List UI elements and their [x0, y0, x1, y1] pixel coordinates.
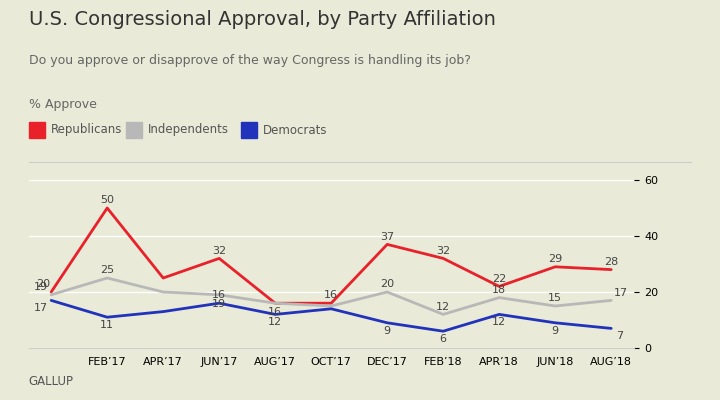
- Text: % Approve: % Approve: [29, 98, 96, 111]
- Text: 9: 9: [552, 326, 559, 336]
- Text: 19: 19: [212, 299, 226, 309]
- Text: 50: 50: [100, 195, 114, 205]
- Text: 37: 37: [380, 232, 395, 242]
- Text: 20: 20: [380, 279, 395, 289]
- Text: Democrats: Democrats: [263, 124, 328, 136]
- Text: 9: 9: [384, 326, 391, 336]
- Text: Independents: Independents: [148, 124, 229, 136]
- Text: 17: 17: [34, 303, 48, 313]
- Text: 12: 12: [436, 302, 450, 312]
- Text: 7: 7: [616, 331, 624, 341]
- Text: GALLUP: GALLUP: [29, 375, 73, 388]
- Text: 17: 17: [614, 288, 629, 298]
- Text: 12: 12: [492, 317, 506, 327]
- Text: 11: 11: [100, 320, 114, 330]
- Text: 32: 32: [212, 246, 226, 256]
- Text: 16: 16: [268, 307, 282, 318]
- Text: 29: 29: [548, 254, 562, 264]
- Text: 20: 20: [36, 279, 50, 289]
- Text: Do you approve or disapprove of the way Congress is handling its job?: Do you approve or disapprove of the way …: [29, 54, 471, 67]
- Text: 28: 28: [604, 257, 618, 267]
- Text: 19: 19: [34, 282, 48, 292]
- Text: U.S. Congressional Approval, by Party Affiliation: U.S. Congressional Approval, by Party Af…: [29, 10, 495, 29]
- Text: 18: 18: [492, 285, 506, 295]
- Text: 25: 25: [100, 265, 114, 275]
- Text: 16: 16: [212, 290, 226, 300]
- Text: 12: 12: [268, 317, 282, 327]
- Text: 15: 15: [548, 293, 562, 303]
- Text: 6: 6: [440, 334, 446, 344]
- Text: 16: 16: [324, 290, 338, 300]
- Text: 32: 32: [436, 246, 450, 256]
- Text: 22: 22: [492, 274, 506, 284]
- Text: Republicans: Republicans: [50, 124, 122, 136]
